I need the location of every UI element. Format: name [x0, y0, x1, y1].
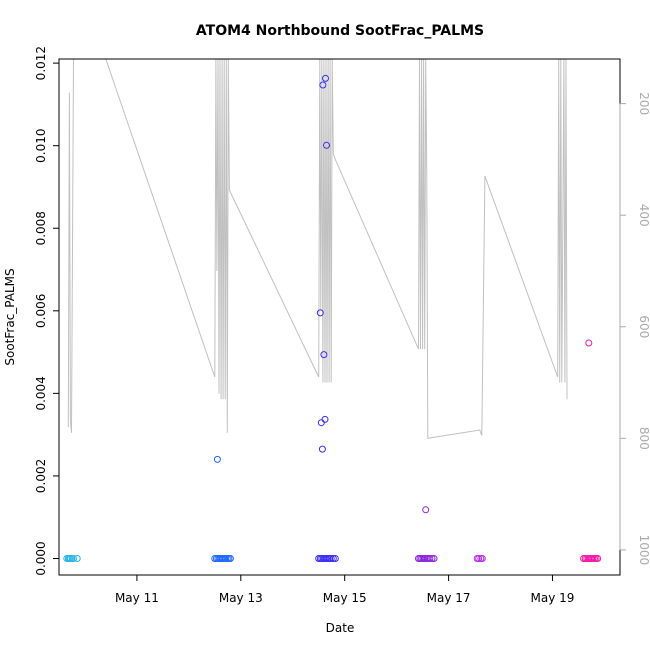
x-tick-label-1: May 13	[219, 591, 263, 605]
data-point-s1-11	[213, 455, 221, 463]
y-axis-left: 0.000 0.002 0.004 0.006 0.008 0.010 0.012	[34, 46, 59, 576]
x-tick-label-4: May 19	[531, 591, 575, 605]
y-axis-right: 200 400 600 800 1000	[619, 92, 650, 566]
data-point-s2-9	[329, 555, 337, 562]
data-point-s2-17	[322, 74, 329, 82]
x-tick-label-0: May 11	[115, 591, 159, 605]
data-point-s2-12	[317, 419, 325, 427]
y-tick-label-0: 0.000	[34, 541, 48, 575]
x-tick-label-3: May 17	[427, 591, 471, 605]
y-tick-label-2: 0.004	[34, 376, 48, 410]
altitude-trace-line	[67, 58, 568, 439]
data-point-s2-11	[316, 309, 324, 317]
data-point-s3-7	[426, 555, 434, 562]
r-tick-label-0: 200	[637, 92, 650, 115]
data-point-s2-8	[327, 555, 335, 562]
data-point-s5-9	[594, 555, 602, 562]
data-point-s1-10	[226, 555, 234, 562]
x-tick-label-2: May 15	[323, 591, 367, 605]
data-point-s3-10	[422, 506, 430, 514]
data-point-s2-15	[320, 351, 328, 359]
altitude-trace-layer	[67, 58, 568, 439]
y-tick-label-3: 0.006	[34, 294, 48, 328]
y-tick-label-1: 0.002	[34, 459, 48, 493]
data-points-layer	[63, 74, 602, 562]
r-tick-label-3: 800	[637, 427, 650, 450]
data-point-s0-6	[73, 555, 81, 562]
data-point-s2-13	[318, 445, 326, 453]
data-point-s2-14	[319, 81, 327, 89]
r-tick-label-2: 600	[637, 315, 650, 338]
r-tick-label-4: 1000	[637, 535, 650, 566]
data-point-s0-5	[70, 555, 77, 562]
x-axis-label: Date	[326, 621, 355, 635]
r-tick-label-1: 400	[637, 204, 650, 227]
y-tick-label-6: 0.012	[34, 46, 48, 80]
data-point-s4-3	[478, 555, 486, 562]
chart-title: ATOM4 Northbound SootFrac_PALMS	[196, 23, 484, 39]
data-point-s5-10	[585, 339, 593, 347]
data-point-s3-9	[430, 555, 438, 562]
data-point-s2-16	[321, 415, 329, 423]
data-point-s3-8	[428, 555, 436, 562]
y-tick-label-5: 0.010	[34, 129, 48, 163]
y-tick-label-4: 0.008	[34, 211, 48, 245]
data-point-s2-18	[323, 141, 330, 149]
x-axis: May 11 May 13 May 15 May 17 May 19	[115, 575, 574, 605]
data-point-s4-1	[475, 555, 483, 562]
y-axis-label: SootFrac_PALMS	[3, 268, 17, 365]
data-point-s2-10	[331, 555, 339, 562]
